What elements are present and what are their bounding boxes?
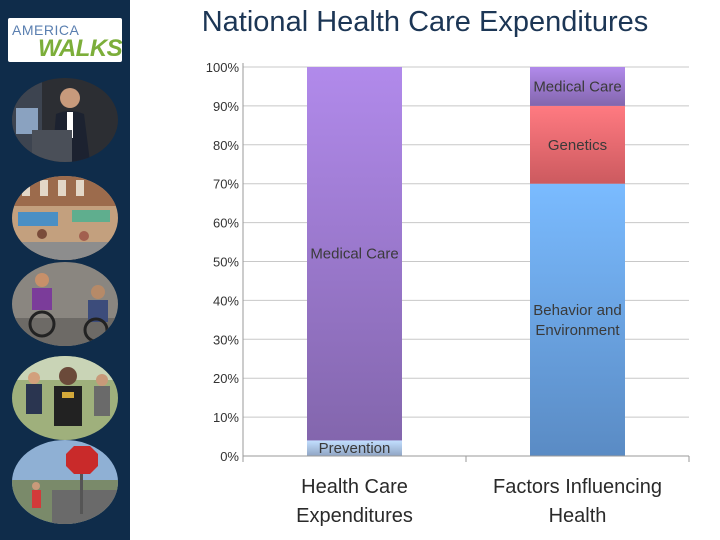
y-tick-label: 50% (213, 255, 239, 270)
y-tick-label: 20% (213, 371, 239, 386)
y-tick-label: 30% (213, 332, 239, 347)
axes (242, 63, 690, 462)
category-label: Health Care (301, 476, 408, 498)
america-walks-logo: AMERICA WALKS (8, 18, 122, 62)
category-label: Health (549, 505, 607, 527)
y-tick-label: 60% (213, 216, 239, 231)
logo-line-2: WALKS (38, 35, 122, 62)
sidebar: AMERICA WALKS (0, 0, 130, 540)
logo-line-1: AMERICA (12, 22, 80, 38)
bar-segment-prevention (307, 440, 402, 456)
segment-label: Behavior and (533, 302, 621, 319)
segment-label: Medical Care (310, 246, 398, 263)
y-tick-label: 40% (213, 293, 239, 308)
y-tick-label: 70% (213, 177, 239, 192)
photo-stop-sign-street (12, 440, 118, 524)
y-tick-label: 0% (220, 449, 239, 464)
photo-wheelchair-users (12, 262, 118, 346)
bar-segment-medical-care (530, 67, 625, 106)
segment-label: Medical Care (533, 78, 621, 95)
segment-label: Prevention (319, 440, 391, 457)
bars (307, 67, 625, 456)
y-tick-label: 90% (213, 99, 239, 114)
category-label: Expenditures (296, 505, 413, 527)
category-label: Factors Influencing (493, 476, 662, 498)
segment-label: Genetics (548, 137, 607, 154)
y-tick-label: 10% (213, 410, 239, 425)
segment-label: Environment (535, 322, 620, 339)
bar-segment-behavior-and-environment (530, 183, 625, 456)
y-tick-label: 100% (206, 60, 240, 75)
bar-segment-medical-care (307, 67, 402, 441)
y-tick-label: 80% (213, 138, 239, 153)
labels: 0% 10% 20% 30% 40% 50% 60% 70% 80% 90% 100% Prevent… (206, 60, 662, 527)
page-title: National Health Care Expenditures (201, 6, 649, 38)
bar-segment-genetics (530, 105, 625, 184)
